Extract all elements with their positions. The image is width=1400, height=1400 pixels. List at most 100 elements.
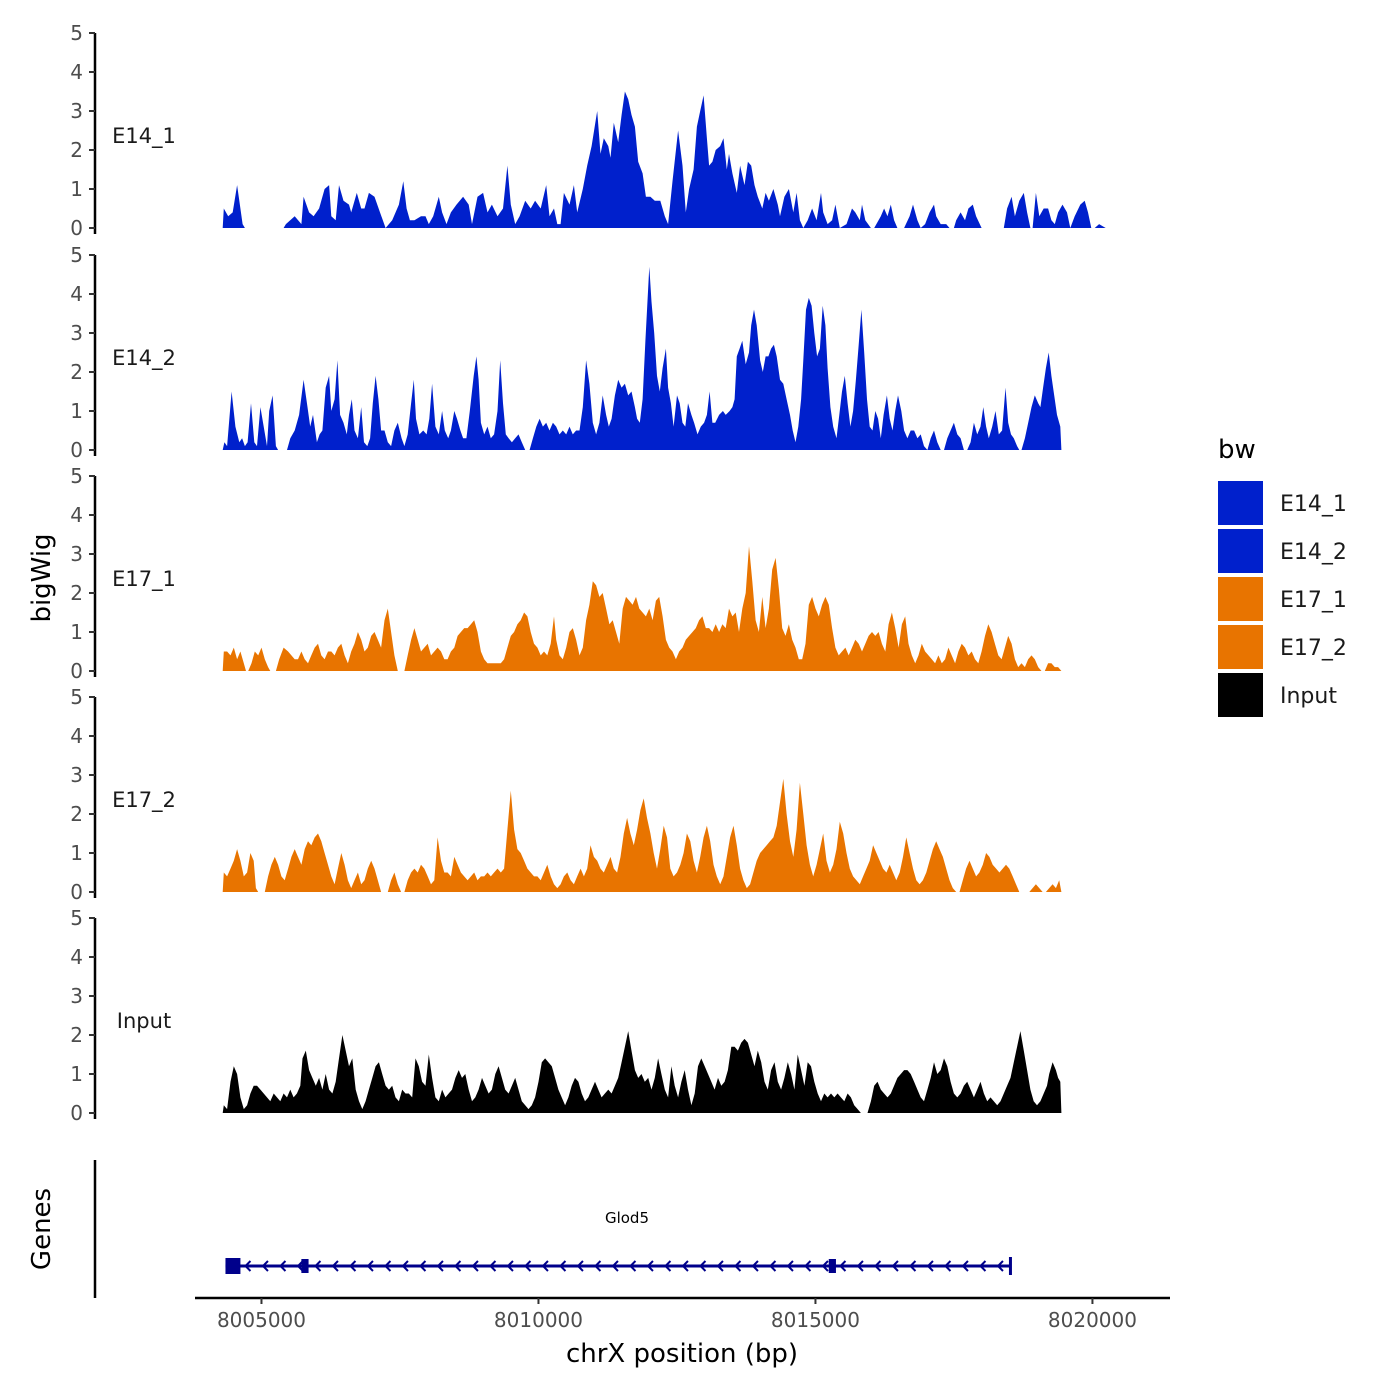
legend-swatch xyxy=(1218,577,1263,621)
strand-arrow xyxy=(979,1260,987,1272)
y-tick-label: 0 xyxy=(70,1101,83,1125)
y-tick-label: 3 xyxy=(70,321,83,345)
y-tick-label: 1 xyxy=(70,177,83,201)
y-tick-label: 4 xyxy=(70,945,83,969)
strand-arrow xyxy=(489,1260,497,1272)
y-tick-label: 0 xyxy=(70,659,83,683)
track-e17-1: 0 1 2 3 4 5 E17_1 xyxy=(70,464,1062,683)
y-tick-label: 3 xyxy=(70,542,83,566)
track-label: E14_2 xyxy=(112,346,176,371)
legend: bw E14_1 E14_2 E17_1 E17_2 Input xyxy=(1218,435,1347,717)
y-tick-label: 5 xyxy=(70,243,83,267)
strand-arrow xyxy=(786,1260,794,1272)
legend-label: Input xyxy=(1280,684,1337,709)
x-axis: 8005000 8010000 8015000 8020000 xyxy=(195,1296,1170,1332)
y-tick-label: 5 xyxy=(70,685,83,709)
track-e14-2: 0 1 2 3 4 5 E14_2 xyxy=(70,243,1062,462)
strand-arrow xyxy=(996,1260,1004,1272)
y-axis-title: bigWig xyxy=(27,533,57,622)
y-tick-label: 2 xyxy=(70,1023,83,1047)
strand-arrow xyxy=(611,1260,619,1272)
strand-arrow xyxy=(331,1260,339,1272)
strand-arrow xyxy=(559,1260,567,1272)
gene-name-label: Glod5 xyxy=(605,1209,649,1227)
strand-arrow xyxy=(734,1260,742,1272)
track-input: 0 1 2 3 4 5 Input xyxy=(70,906,1062,1125)
gene-track: Genes Glod5 xyxy=(27,1160,1012,1298)
y-tick-label: 0 xyxy=(70,438,83,462)
strand-arrow xyxy=(594,1260,602,1272)
legend-swatch xyxy=(1218,625,1263,669)
strand-arrow xyxy=(524,1260,532,1272)
y-tick-label: 1 xyxy=(70,620,83,644)
strand-arrow xyxy=(279,1260,287,1272)
x-axis-title: chrX position (bp) xyxy=(566,1339,798,1369)
strand-arrow xyxy=(716,1260,724,1272)
y-tick-label: 4 xyxy=(70,503,83,527)
strand-arrow xyxy=(856,1260,864,1272)
strand-arrow xyxy=(769,1260,777,1272)
legend-label: E14_1 xyxy=(1280,492,1347,517)
coverage-area xyxy=(222,1031,1062,1113)
y-tick-label: 3 xyxy=(70,99,83,123)
strand-arrow xyxy=(314,1260,322,1272)
strand-arrow xyxy=(909,1260,917,1272)
x-tick-label: 8015000 xyxy=(771,1308,860,1332)
y-tick-label: 1 xyxy=(70,841,83,865)
strand-arrow xyxy=(506,1260,514,1272)
y-tick-label: 3 xyxy=(70,984,83,1008)
strand-arrow xyxy=(821,1260,829,1272)
coverage-area xyxy=(222,266,1062,450)
strand-arrow xyxy=(401,1260,409,1272)
y-tick-label: 2 xyxy=(70,360,83,384)
coverage-area xyxy=(222,91,1110,228)
track-e14-1: 0 1 2 3 4 5 E14_1 xyxy=(70,21,1110,240)
strand-arrow xyxy=(891,1260,899,1272)
legend-label: E17_1 xyxy=(1280,588,1347,613)
legend-swatch xyxy=(1218,529,1263,573)
strand-arrow xyxy=(541,1260,549,1272)
coverage-area xyxy=(222,546,1062,671)
strand-arrow xyxy=(629,1260,637,1272)
track-label: E14_1 xyxy=(112,124,176,149)
strand-arrow xyxy=(681,1260,689,1272)
y-tick-label: 1 xyxy=(70,399,83,423)
strand-arrow xyxy=(664,1260,672,1272)
legend-swatch xyxy=(1218,673,1263,717)
strand-arrow xyxy=(839,1260,847,1272)
strand-arrow xyxy=(471,1260,479,1272)
strand-arrow xyxy=(646,1260,654,1272)
coverage-area xyxy=(222,778,1062,892)
track-e17-2: 0 1 2 3 4 5 E17_2 xyxy=(70,685,1062,904)
y-tick-label: 4 xyxy=(70,282,83,306)
y-tick-label: 4 xyxy=(70,724,83,748)
gene-track-title: Genes xyxy=(27,1188,57,1270)
gene-exon xyxy=(225,1258,241,1274)
y-tick-label: 2 xyxy=(70,138,83,162)
strand-arrow xyxy=(576,1260,584,1272)
track-label: Input xyxy=(117,1009,171,1033)
y-tick-label: 1 xyxy=(70,1062,83,1086)
strand-arrow xyxy=(804,1260,812,1272)
strand-arrow xyxy=(384,1260,392,1272)
strand-arrow xyxy=(454,1260,462,1272)
x-tick-label: 8020000 xyxy=(1048,1308,1137,1332)
y-tick-label: 5 xyxy=(70,464,83,488)
y-tick-label: 4 xyxy=(70,60,83,84)
x-tick-label: 8010000 xyxy=(494,1308,583,1332)
y-tick-label: 2 xyxy=(70,581,83,605)
y-tick-label: 3 xyxy=(70,763,83,787)
strand-arrow xyxy=(349,1260,357,1272)
y-tick-label: 5 xyxy=(70,906,83,930)
bigwig-tracks: 0 1 2 3 4 5 E14_1 0 1 2 3 4 5 E14_2 0 1 2 3 4 5 E17_1 0 1 2 3 4 5 E… xyxy=(70,21,1110,1125)
track-label: E17_1 xyxy=(112,567,176,592)
x-tick-label: 8005000 xyxy=(217,1308,306,1332)
strand-arrow xyxy=(366,1260,374,1272)
strand-arrow xyxy=(261,1260,269,1272)
y-tick-label: 2 xyxy=(70,802,83,826)
y-tick-label: 0 xyxy=(70,216,83,240)
track-label: E17_2 xyxy=(112,788,176,813)
gene-exon xyxy=(301,1259,309,1273)
strand-arrow xyxy=(751,1260,759,1272)
